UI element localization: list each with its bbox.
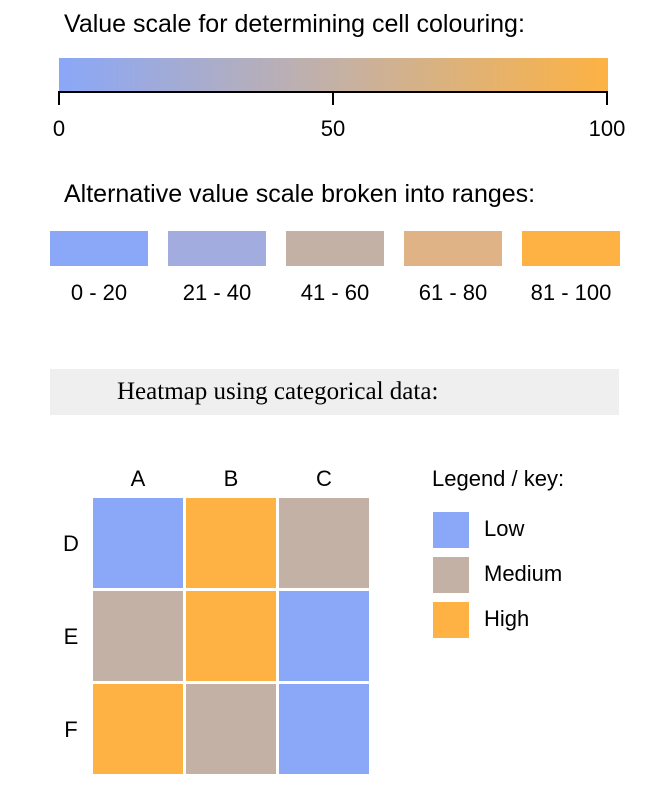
- scale-tick-label: 100: [588, 116, 626, 141]
- range-label: 81 - 100: [530, 280, 612, 305]
- column-label: B: [223, 466, 239, 491]
- heatmap-cell: [93, 684, 183, 774]
- legend-label: Medium: [484, 561, 563, 586]
- heatmap-cell: [279, 591, 369, 681]
- range-swatch: [522, 231, 620, 266]
- column-label: C: [316, 466, 332, 491]
- range-label: 21 - 40: [182, 280, 252, 305]
- scale-tick: [58, 91, 60, 105]
- row-label: D: [63, 531, 79, 556]
- heatmap-cell: [279, 498, 369, 588]
- heatmap-cell: [186, 591, 276, 681]
- heatmap-cell: [93, 498, 183, 588]
- legend-swatch: [433, 602, 469, 638]
- heatmap-cell: [186, 498, 276, 588]
- scale-tick-label: 0: [52, 116, 66, 141]
- heatmap-cell: [279, 684, 369, 774]
- ranges-title: Alternative value scale broken into rang…: [64, 180, 536, 208]
- heatmap-cell: [93, 591, 183, 681]
- range-swatch: [404, 231, 502, 266]
- legend-title: Legend / key:: [432, 466, 565, 491]
- legend-swatch: [433, 512, 469, 548]
- scale-tick-label: 50: [320, 116, 346, 141]
- range-label: 61 - 80: [418, 280, 488, 305]
- range-label: 0 - 20: [70, 280, 128, 305]
- heatmap-title-banner: [50, 369, 619, 415]
- range-label: 41 - 60: [300, 280, 370, 305]
- scale-title: Value scale for determining cell colouri…: [64, 10, 525, 38]
- heatmap-title: Heatmap using categorical data:: [117, 378, 439, 405]
- range-swatch: [50, 231, 148, 266]
- range-swatch: [286, 231, 384, 266]
- legend-label: High: [484, 606, 530, 631]
- gradient-scale-bar: [59, 58, 608, 92]
- legend-swatch: [433, 557, 469, 593]
- row-label: E: [63, 624, 79, 649]
- heatmap-cell: [186, 684, 276, 774]
- scale-tick: [332, 91, 334, 105]
- scale-tick: [606, 91, 608, 105]
- range-swatch: [168, 231, 266, 266]
- row-label: F: [64, 717, 78, 742]
- column-label: A: [130, 466, 146, 491]
- legend-label: Low: [484, 516, 525, 541]
